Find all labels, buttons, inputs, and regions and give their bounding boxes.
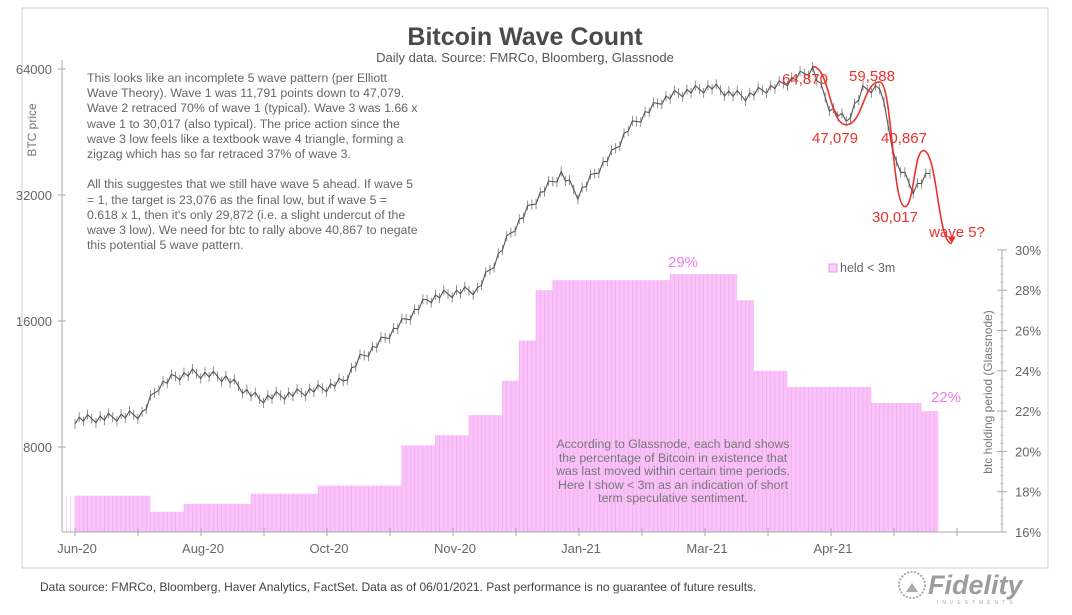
logo-text: Fidelity (928, 570, 1024, 600)
y-left-label: BTC price (25, 103, 39, 157)
wave-curve (812, 65, 953, 245)
note-line: Wave 2 retraced 70% of wave 1 (typical).… (87, 101, 418, 116)
y-right-tick-label: 30% (1015, 243, 1041, 258)
annotation-low2: 30,017 (872, 209, 918, 226)
footer-disclaimer: Data source: FMRCo, Bloomberg, Haver Ana… (40, 580, 757, 594)
note-line: 0.618 x 1, then it's only 29,872 (i.e. a… (87, 207, 406, 222)
note-line: term speculative sentiment. (598, 491, 748, 506)
note-elliott-wave: This looks like an incomplete 5 wave pat… (87, 71, 418, 253)
y-left-tick-label: 64000 (16, 62, 52, 77)
x-tick-label: Oct-20 (309, 541, 348, 556)
axes: 8000 16000 32000 64000 16% 18% 20% 22% 24% 26% 28%… (16, 60, 1041, 556)
y-right-tick-label: 24% (1015, 364, 1041, 379)
y-left-tick-label: 32000 (16, 188, 52, 203)
bar-series-held-lt-3m (66, 274, 939, 532)
annotation-low1: 47,079 (812, 130, 858, 147)
note-line: According to Glassnode, each band shows (556, 437, 790, 451)
y-right-tick-label: 28% (1015, 283, 1041, 298)
y-right-tick-label: 22% (1015, 404, 1041, 419)
x-tick-label: Jan-21 (561, 541, 601, 556)
note-line: All this suggestes that we still have wa… (87, 177, 414, 192)
y-left-tick-label: 16000 (16, 314, 52, 329)
price-series (74, 61, 931, 430)
wave-annotation: 64,870 47,079 59,588 40,867 30,017 wave 5? (782, 65, 985, 245)
note-line (87, 162, 418, 177)
note-line: wave 3 low). We need for btc to rally ab… (87, 223, 418, 238)
chart-subtitle: Daily data. Source: FMRCo, Bloomberg, Gl… (376, 50, 674, 65)
y-right-tick-label: 20% (1015, 444, 1041, 459)
x-tick-label: Mar-21 (686, 541, 727, 556)
legend-swatch (828, 263, 838, 273)
x-tick-label: Nov-20 (434, 541, 476, 556)
annotation-wave5: wave 5? (928, 224, 985, 241)
legend-label: held < 3m (840, 261, 895, 275)
annotation-peak2: 59,588 (849, 68, 895, 85)
fidelity-logo: Fidelity INVESTMENTS (898, 570, 1024, 606)
note-line: This looks like an incomplete 5 wave pat… (87, 71, 388, 85)
note-glassnode: According to Glassnode, each band shows t… (548, 437, 798, 506)
wave-arrowhead (947, 236, 956, 244)
y-right-tick-label: 26% (1015, 324, 1041, 339)
note-line: this potential 5 wave pattern. (87, 238, 244, 253)
y-right-label: btc holding period (Glassnode) (981, 310, 995, 473)
x-tick-label: Aug-20 (182, 541, 224, 556)
annotation-peak3: 40,867 (881, 130, 927, 147)
note-line: = 1, the target is 23,076 as the final l… (87, 192, 388, 207)
y-left-tick-label: 8000 (23, 440, 52, 455)
pct-last-label: 22% (931, 389, 961, 406)
x-tick-label: Apr-21 (813, 541, 852, 556)
note-line: wave 3 low feels like a textbook wave 4 … (87, 131, 404, 146)
y-right-tick-label: 16% (1015, 525, 1041, 540)
note-line: was last moved within certain time perio… (556, 464, 790, 479)
x-tick-label: Jun-20 (57, 541, 97, 556)
note-line: zigzag which has so far retraced 37% of … (87, 147, 351, 162)
note-line: wave 1 to 30,017 (also typical). The pri… (87, 116, 400, 131)
price-line (74, 65, 931, 425)
note-line: the percentage of Bitcoin in existence t… (558, 450, 788, 465)
chart-frame (21, 7, 1049, 569)
pct-peak-label: 29% (668, 254, 698, 271)
y-right-tick-label: 18% (1015, 485, 1041, 500)
annotation-peak1: 64,870 (782, 71, 828, 88)
note-line: Wave Theory). Wave 1 was 11,791 points d… (87, 86, 405, 101)
note-line: Here I show < 3m as an indication of sho… (557, 477, 788, 492)
chart-title: Bitcoin Wave Count (407, 23, 643, 51)
logo-subtext: INVESTMENTS (937, 600, 1017, 606)
